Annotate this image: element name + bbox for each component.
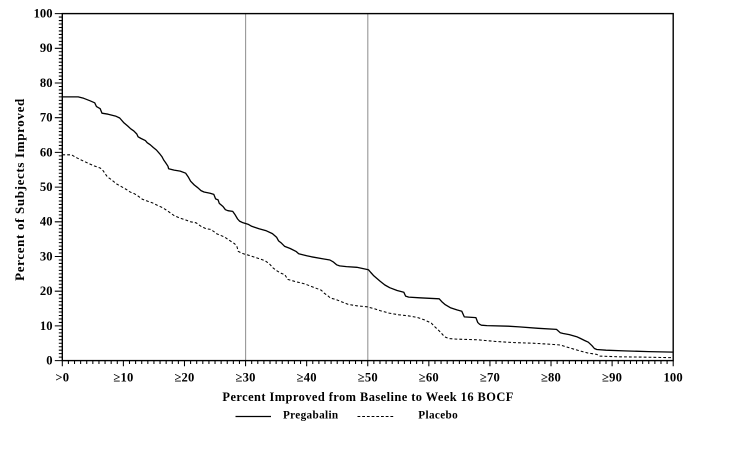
svg-text:≥40: ≥40: [297, 371, 317, 385]
svg-text:≥20: ≥20: [174, 371, 194, 385]
svg-text:40: 40: [40, 215, 53, 229]
svg-text:≥80: ≥80: [541, 371, 561, 385]
svg-text:60: 60: [40, 145, 53, 159]
svg-text:100: 100: [663, 371, 683, 385]
svg-text:≥70: ≥70: [480, 371, 500, 385]
svg-text:80: 80: [40, 76, 53, 90]
svg-text:30: 30: [40, 249, 53, 263]
svg-text:20: 20: [40, 284, 53, 298]
svg-text:>0: >0: [55, 371, 69, 385]
svg-text:≥60: ≥60: [419, 371, 439, 385]
svg-text:Pregabalin: Pregabalin: [283, 409, 339, 421]
svg-text:Placebo: Placebo: [418, 409, 458, 421]
svg-text:50: 50: [40, 180, 53, 194]
svg-text:100: 100: [34, 7, 53, 21]
svg-text:Percent Improved from Baseline: Percent Improved from Baseline to Week 1…: [222, 390, 513, 404]
svg-text:≥10: ≥10: [113, 371, 133, 385]
svg-text:10: 10: [40, 319, 53, 333]
svg-text:70: 70: [40, 111, 53, 125]
svg-text:≥30: ≥30: [236, 371, 256, 385]
svg-text:0: 0: [46, 354, 52, 368]
svg-text:≥90: ≥90: [602, 371, 622, 385]
svg-text:Percent of Subjects Improved: Percent of Subjects Improved: [12, 98, 27, 281]
svg-text:≥50: ≥50: [358, 371, 378, 385]
svg-text:90: 90: [40, 41, 53, 55]
